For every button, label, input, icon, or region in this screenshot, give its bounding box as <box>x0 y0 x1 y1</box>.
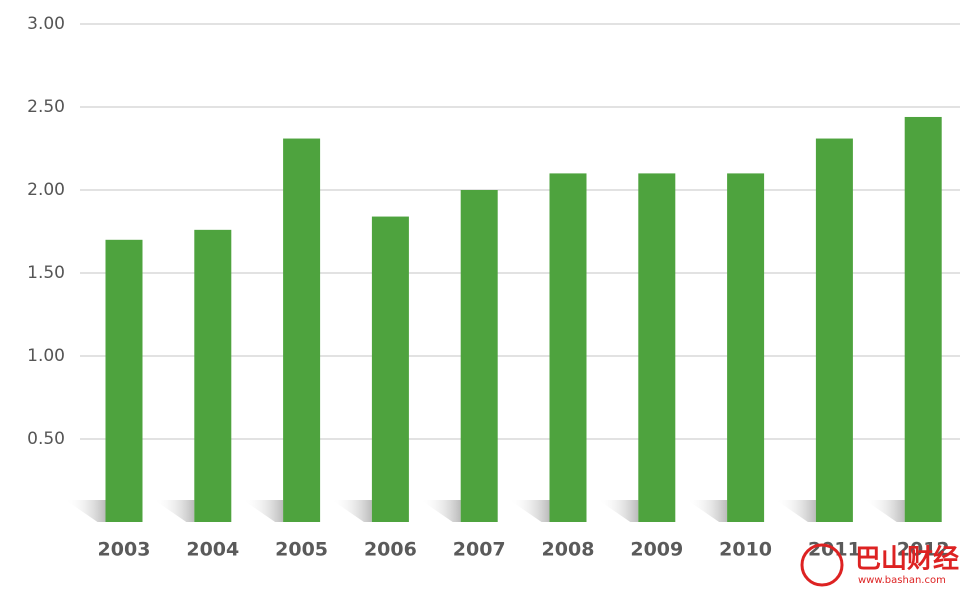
watermark-url: www.bashan.com <box>858 575 946 586</box>
x-tick-label: 2012 <box>897 539 950 561</box>
x-tick-label: 2004 <box>186 539 239 561</box>
watermark: 巴山财经 www.bashan.com <box>800 543 959 587</box>
x-tick-label: 2008 <box>542 539 595 561</box>
bar <box>638 173 676 522</box>
bar <box>105 239 143 523</box>
bar <box>460 190 498 522</box>
bar-shadow <box>598 500 639 522</box>
bar <box>904 116 942 523</box>
bar-shadow <box>687 500 728 522</box>
bar-shadow <box>154 500 195 522</box>
watermark-text: 巴山财经 <box>855 544 959 575</box>
watermark-logo <box>800 543 844 587</box>
y-tick-label: 2.00 <box>27 180 65 200</box>
bar-shadow <box>331 500 372 522</box>
y-tick-label: 1.50 <box>27 263 65 283</box>
bar <box>194 229 232 522</box>
x-tick-label: 2010 <box>719 539 772 561</box>
bar <box>815 138 853 523</box>
x-tick-label: 2006 <box>364 539 417 561</box>
bars: 2003 2004 2005 2006 2007 2008 2009 2010 2011 2012 <box>65 116 950 561</box>
bar-shadow <box>864 500 905 522</box>
x-tick-label: 2009 <box>630 539 683 561</box>
bar <box>371 216 409 522</box>
y-tick-label: 1.00 <box>27 346 65 366</box>
x-tick-label: 2007 <box>453 539 506 561</box>
bar <box>727 173 765 522</box>
y-tick-label: 2.50 <box>27 97 65 117</box>
bar-shadow <box>775 500 816 522</box>
bar-shadow <box>65 500 106 522</box>
y-tick-label: 3.00 <box>27 14 65 34</box>
x-tick-label: 2005 <box>275 539 328 561</box>
bar <box>549 173 587 522</box>
bar <box>283 138 321 523</box>
y-tick-label: 0.50 <box>27 429 65 449</box>
x-tick-label: 2003 <box>98 539 151 561</box>
bar-shadow <box>420 500 461 522</box>
bar-shadow <box>509 500 550 522</box>
bar-shadow <box>243 500 284 522</box>
